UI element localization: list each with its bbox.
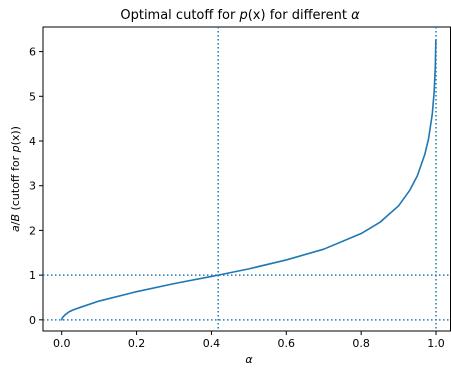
x-axis-label: α: [245, 353, 253, 366]
x-axis-ticks: 0.0 0.2 0.4 0.6 0.8 1.0: [53, 331, 445, 350]
chart-title: Optimal cutoff for p(x) for different α: [120, 8, 360, 23]
y-tick-label: 0: [29, 314, 36, 327]
x-tick-label: 0.8: [352, 337, 370, 350]
y-axis-label-a: a: [9, 225, 22, 232]
plot-area: [42, 26, 451, 332]
chart-title-function: p: [238, 8, 247, 23]
y-tick-label: 5: [29, 90, 36, 103]
y-tick-label: 3: [29, 180, 36, 193]
series-line-0: [60, 39, 437, 321]
x-tick-label: 0.0: [53, 337, 71, 350]
chart-title-prefix: Optimal cutoff for: [120, 8, 239, 23]
y-axis-ticks: 0 1 2 3 4 5 6: [29, 46, 43, 327]
series-layer: [60, 39, 437, 321]
x-tick-label: 1.0: [427, 337, 445, 350]
chart-title-middle: for different: [266, 8, 351, 23]
y-tick-label: 2: [29, 224, 36, 237]
y-axis-label-slash: /: [9, 221, 22, 225]
y-tick-label: 6: [29, 46, 36, 59]
y-axis-label-b: B: [9, 214, 22, 222]
chart-title-function-args: (x): [248, 8, 266, 23]
y-axis-label-args: (x)): [9, 126, 22, 145]
x-tick-label: 0.2: [128, 337, 146, 350]
y-tick-label: 1: [29, 269, 36, 282]
reference-lines: [43, 27, 451, 331]
x-tick-label: 0.6: [278, 337, 296, 350]
y-axis-label: a/B (cutoff for p(x)): [9, 126, 22, 232]
chart-title-alpha: α: [351, 8, 360, 23]
x-tick-label: 0.4: [203, 337, 221, 350]
y-axis-label-p: p: [9, 145, 22, 153]
y-tick-label: 4: [29, 135, 36, 148]
y-axis-label-cutoff: (cutoff for: [9, 152, 22, 214]
